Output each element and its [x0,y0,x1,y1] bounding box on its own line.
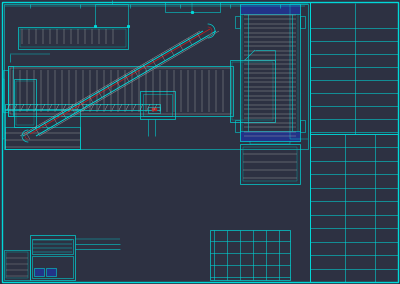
Bar [240,131,300,141]
Bar [6,252,28,278]
Bar [32,256,73,278]
Bar [300,120,305,132]
Bar [232,62,273,120]
Bar [5,109,80,149]
Bar [32,239,73,254]
Bar [8,66,233,116]
Bar [230,60,275,122]
Bar [16,81,34,125]
Bar [240,144,300,184]
Bar [14,79,36,127]
Bar [310,134,398,282]
Bar [34,268,44,276]
Bar [310,2,398,134]
Bar [4,250,30,280]
Bar [3,70,8,112]
Bar [235,120,240,132]
Bar [46,268,56,276]
Bar [5,104,160,110]
Bar [5,127,80,149]
Bar [242,6,298,139]
Bar [2,2,310,282]
Bar [4,4,308,149]
Bar [210,230,290,280]
Bar [10,68,231,114]
Bar [235,16,240,28]
Bar [165,2,220,12]
Bar [143,94,172,116]
Bar [240,4,300,14]
Bar [310,2,398,282]
Bar [8,66,13,116]
Bar [243,147,297,181]
Bar [140,91,175,119]
Bar [20,29,126,47]
Bar [148,107,160,113]
Bar [30,235,75,280]
Bar [152,108,157,111]
Bar [300,16,305,28]
Bar [18,27,128,49]
Bar [240,4,300,141]
